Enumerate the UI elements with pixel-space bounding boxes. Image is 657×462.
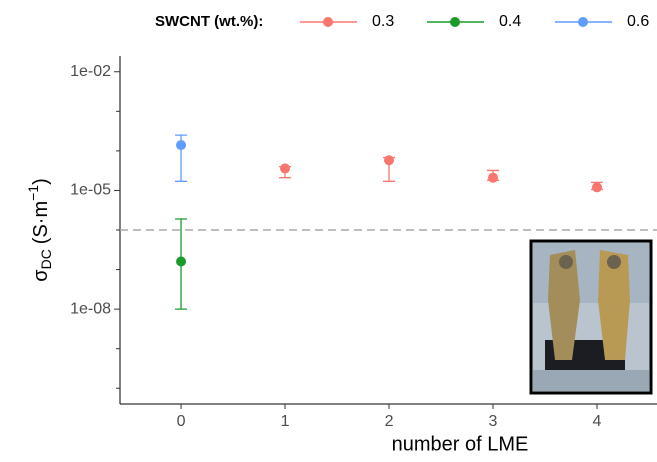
point (176, 256, 187, 267)
legend-label: 0.4 (499, 13, 521, 30)
y-label-symbol: σ (30, 269, 52, 282)
y-axis-label: σDC (S·m−1) (25, 178, 54, 282)
x-tick-label: 4 (593, 413, 602, 430)
x-tick-label: 2 (385, 413, 394, 430)
legend-label: 0.3 (372, 13, 394, 30)
y-tick-label: 1e-05 (70, 182, 111, 199)
point (176, 140, 187, 151)
y-tick-label: 1e-02 (70, 63, 111, 80)
x-tick-label: 3 (489, 413, 498, 430)
point (280, 163, 291, 174)
y-label-superscript: −1 (25, 185, 41, 201)
point (384, 155, 395, 166)
legend-label: 0.6 (627, 13, 649, 30)
point (591, 182, 602, 193)
x-tick-label: 0 (177, 413, 186, 430)
y-label-close: ) (30, 178, 52, 185)
legend-title: SWCNT (wt.%): (155, 13, 263, 30)
y-label-subscript: DC (38, 249, 54, 269)
y-tick-label: 1e-08 (70, 300, 111, 317)
legend-dot (450, 17, 460, 27)
x-tick-label: 1 (281, 413, 290, 430)
point (488, 172, 499, 183)
legend-dot (323, 17, 333, 27)
y-label-unit: (S·m (30, 201, 52, 244)
x-axis-label: number of LME (392, 433, 529, 455)
legend-dot (578, 17, 588, 27)
inset-photo (529, 239, 653, 395)
